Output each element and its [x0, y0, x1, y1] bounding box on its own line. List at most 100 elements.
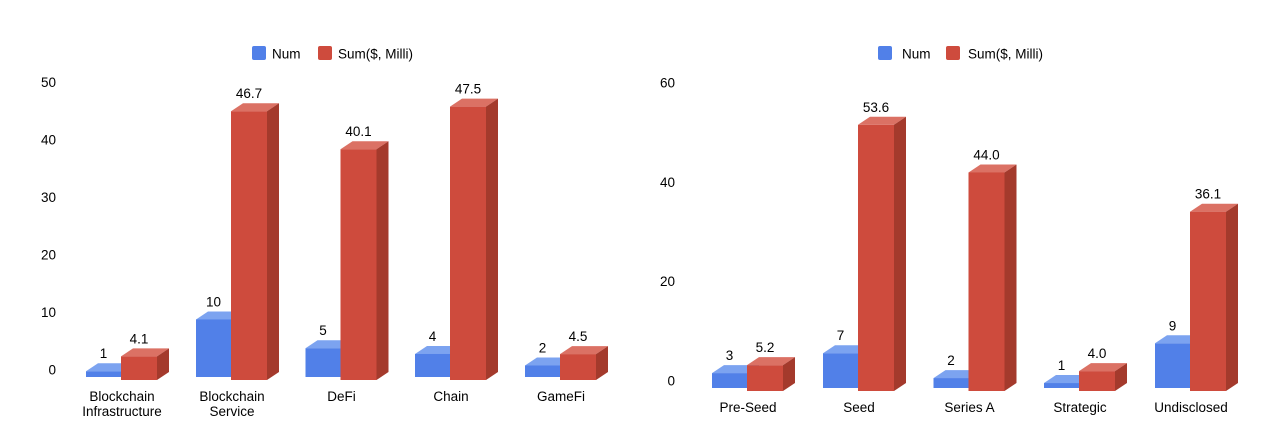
bar-sum-side-face — [894, 116, 906, 391]
bar-sum-side-face — [1226, 203, 1238, 391]
bar-group: 5 40.1 DeFi — [305, 124, 389, 404]
bar-sum-side-face — [596, 346, 608, 380]
category-label: Undisclosed — [1154, 400, 1228, 415]
y-tick-label: 60 — [660, 75, 675, 90]
bar-sum-side-face — [376, 141, 389, 380]
category-label: Pre-Seed — [719, 400, 776, 415]
bar-group: 4 47.5 Chain — [415, 82, 498, 404]
value-label-num: 7 — [837, 328, 845, 343]
bar-sum-top-face — [231, 103, 279, 112]
category-label: Chain — [433, 389, 468, 404]
bar-sum-top-face — [340, 141, 389, 150]
bar-sum-top-face — [1190, 203, 1238, 212]
category-label: Strategic — [1053, 400, 1107, 415]
category-label: Blockchain — [199, 389, 264, 404]
bar-num-front-face — [196, 319, 231, 377]
bar-num-front-face — [415, 353, 450, 377]
bar-sum-front-face — [1190, 211, 1226, 391]
legend-label-num: Num — [902, 47, 931, 62]
bar-sum-front-face — [858, 124, 894, 391]
value-label-num: 2 — [947, 353, 955, 368]
legend-label-sum: Sum($, Milli) — [338, 47, 413, 62]
bar-sum — [340, 141, 389, 380]
y-tick-label: 40 — [660, 175, 675, 190]
bar-num-front-face — [525, 365, 560, 377]
bar-sum-top-face — [121, 348, 169, 357]
bar-num-front-face — [712, 373, 747, 388]
bar-sum — [747, 357, 795, 391]
category-label: GameFi — [537, 389, 585, 404]
y-tick-label: 40 — [41, 132, 56, 147]
bar-sum — [858, 116, 906, 391]
bar-sum-side-face — [157, 348, 169, 380]
bar-group: 2 4.5 GameFi — [525, 329, 608, 404]
category-label: Seed — [843, 400, 875, 415]
bar-sum-top-face — [858, 116, 906, 125]
value-label-num: 10 — [206, 294, 221, 309]
bar-sum-front-face — [747, 365, 783, 391]
value-label-num: 1 — [100, 346, 108, 361]
bar-group: 9 36.1 Undisclosed — [1154, 187, 1238, 415]
y-tick-label: 50 — [41, 75, 56, 90]
bar-sum-front-face — [340, 149, 377, 380]
bar-num-front-face — [933, 378, 969, 388]
value-label-num: 5 — [319, 323, 327, 338]
bar-sum-front-face — [968, 172, 1005, 391]
legend-swatch-num — [252, 46, 266, 60]
bar-num-front-face — [1044, 383, 1079, 388]
y-tick-label: 10 — [41, 305, 56, 320]
bar-group: 1 4.0 Strategic — [1044, 346, 1127, 415]
bar-sum-side-face — [486, 98, 498, 380]
value-label-sum: 46.7 — [236, 86, 262, 101]
value-label-sum: 44.0 — [973, 147, 999, 162]
category-label: DeFi — [327, 389, 356, 404]
chart-left: Num Sum($, Milli) 0 10 20 30 40 50 1 4.1 Blockchai… — [41, 46, 608, 419]
y-tick-label: 20 — [41, 247, 56, 262]
value-label-sum: 53.6 — [863, 100, 889, 115]
category-label: Blockchain — [89, 389, 154, 404]
bar-num-front-face — [823, 353, 858, 388]
bar-sum — [450, 98, 498, 380]
y-tick-label: 0 — [667, 374, 675, 389]
bar-sum-front-face — [450, 106, 486, 380]
chart-right: Num Sum($, Milli) 0 20 40 60 3 5.2 Pre-Seed 7 53.6… — [660, 46, 1238, 415]
category-label: Series A — [944, 400, 994, 415]
value-label-num: 3 — [726, 348, 734, 363]
bar-sum-top-face — [968, 164, 1017, 173]
value-label-num: 4 — [429, 329, 437, 344]
value-label-num: 9 — [1169, 318, 1177, 333]
bar-num-front-face — [305, 348, 341, 377]
bar-sum-side-face — [267, 103, 279, 380]
bar-sum — [968, 164, 1017, 391]
legend-label-sum: Sum($, Milli) — [968, 47, 1043, 62]
bar-sum-front-face — [1079, 371, 1115, 391]
bar-sum-front-face — [560, 354, 596, 380]
bar-sum — [121, 348, 169, 380]
legend-label-num: Num — [272, 47, 301, 62]
bar-sum-side-face — [783, 357, 795, 391]
category-label: Infrastructure — [82, 404, 162, 419]
category-label: Service — [209, 404, 254, 419]
bar-sum-top-face — [747, 357, 795, 366]
value-label-sum: 36.1 — [1195, 187, 1221, 202]
bar-sum — [560, 346, 608, 380]
bar-num-front-face — [86, 371, 121, 377]
value-label-num: 2 — [539, 340, 547, 355]
bar-sum-top-face — [1079, 363, 1127, 372]
y-tick-label: 30 — [41, 190, 56, 205]
bar-sum — [231, 103, 279, 380]
value-label-sum: 47.5 — [455, 82, 481, 97]
bar-sum — [1079, 363, 1127, 391]
bar-sum-top-face — [450, 98, 498, 107]
bar-sum — [1190, 203, 1238, 391]
value-label-sum: 4.0 — [1088, 346, 1107, 361]
y-tick-label: 0 — [48, 363, 56, 378]
value-label-sum: 4.1 — [130, 331, 149, 346]
legend-swatch-num — [878, 46, 892, 60]
bar-num-front-face — [1155, 343, 1190, 388]
bar-sum-side-face — [1115, 363, 1127, 391]
